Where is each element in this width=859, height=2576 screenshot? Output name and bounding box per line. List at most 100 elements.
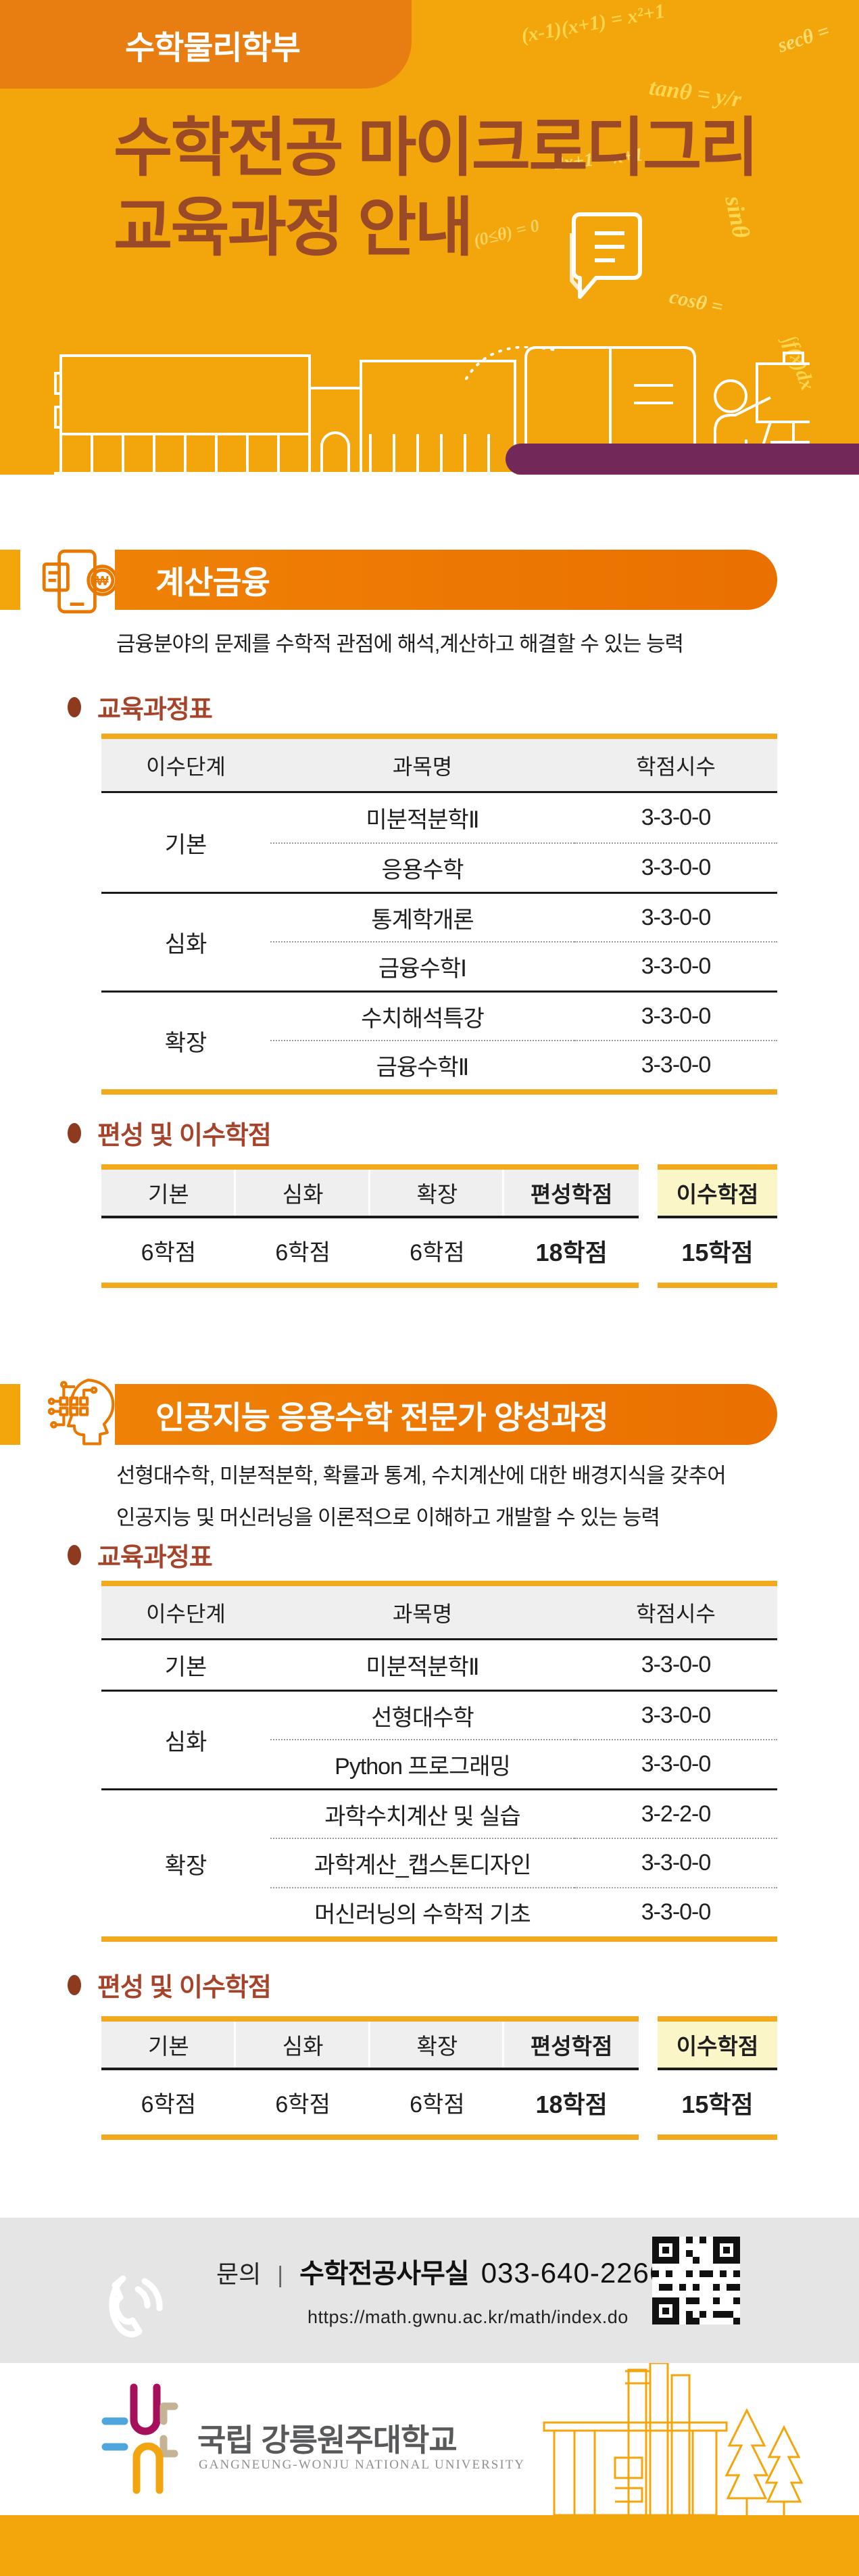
university-logo-icon bbox=[101, 2383, 178, 2494]
section-finance-title: 계산금융 bbox=[155, 565, 270, 600]
course-name: Python 프로그래밍 bbox=[270, 1739, 574, 1788]
label-text: 교육과정표 bbox=[97, 696, 213, 724]
credits-value: 6학점 bbox=[410, 2092, 465, 2118]
description-line: 인공지능 및 머신러닝을 이론적으로 이해하고 개발할 수 있는 능력 bbox=[116, 1506, 660, 1529]
course-credits: 3-2-2-0 bbox=[574, 1788, 777, 1838]
ai-credits-table: 기본 심화 확장 편성학점 6학점 6학점 6학점 18학점 이수학점 15학점 bbox=[101, 2016, 777, 2140]
contact-line: 문의 | 수학전공사무실 033-640-2266 bbox=[216, 2251, 666, 2291]
course-credits: 3-3-0-0 bbox=[641, 805, 712, 830]
speech-bubble-icon bbox=[570, 212, 642, 299]
credits-value: 6학점 bbox=[275, 1240, 330, 1266]
course-name: 금융수학Ⅰ bbox=[270, 941, 574, 991]
department-badge: 수학물리학부 bbox=[0, 0, 412, 89]
course-credits: 3-3-0-0 bbox=[641, 1652, 712, 1677]
ai-course-table: 이수단계 과목명 학점시수 기본 미분적분학Ⅱ 3-3-0-0 심화 선형대수학… bbox=[101, 1581, 777, 1942]
campus-outline-illustration bbox=[543, 2363, 804, 2515]
stage-cell: 심화 bbox=[101, 1690, 270, 1788]
credits-header: 확장 bbox=[370, 2022, 505, 2070]
university-name: 국립 강릉원주대학교 bbox=[197, 2423, 458, 2458]
bullet-icon bbox=[68, 1122, 81, 1143]
course-name: 응용수학 bbox=[270, 842, 574, 892]
course-credits: 3-3-0-0 bbox=[574, 1690, 777, 1739]
curriculum-table-label: 교육과정표 bbox=[68, 688, 213, 725]
course-credits: 3-3-0-0 bbox=[574, 1040, 777, 1089]
credits-table-label: 편성 및 이수학점 bbox=[68, 1966, 272, 2003]
credits-value: 6학점 bbox=[275, 2092, 330, 2118]
credits-value: 6학점 bbox=[141, 1240, 197, 1266]
math-doodle: tanθ = y/r bbox=[647, 74, 743, 113]
section-finance-description: 금융분야의 문제를 수학적 관점에 해석,계산하고 해결할 수 있는 능력 bbox=[116, 623, 684, 665]
credits-header: 기본 bbox=[101, 2022, 236, 2070]
phone-won-icon: ₩ bbox=[42, 549, 118, 614]
stage-cell: 기본 bbox=[164, 832, 207, 858]
completion-value: 15학점 bbox=[681, 2090, 754, 2118]
course-name: 미분적분학Ⅱ bbox=[366, 807, 479, 833]
stage-cell: 기본 bbox=[164, 1654, 207, 1680]
qr-code bbox=[652, 2237, 740, 2324]
math-doodle: secθ = bbox=[775, 19, 833, 57]
section-ai-header: 인공지능 응용수학 전문가 양성과정 bbox=[115, 1384, 777, 1445]
credits-header: 확장 bbox=[370, 1170, 505, 1218]
credits-value: 6학점 bbox=[141, 2092, 197, 2118]
section-ai-title: 인공지능 응용수학 전문가 양성과정 bbox=[155, 1399, 609, 1435]
course-name: 미분적분학Ⅱ bbox=[366, 1654, 479, 1680]
course-name: 선형대수학 bbox=[270, 1690, 574, 1739]
curriculum-table-label: 교육과정표 bbox=[68, 1536, 213, 1573]
course-credits: 3-3-0-0 bbox=[574, 941, 777, 991]
course-name: 과학수치계산 및 실습 bbox=[270, 1788, 574, 1838]
brand-footer: 국립 강릉원주대학교 GANGNEUNG-WONJU NATIONAL UNIV… bbox=[0, 2363, 859, 2515]
page-title-line1: 수학전공 마이크로디그리 bbox=[114, 112, 759, 184]
credits-value: 18학점 bbox=[535, 1238, 608, 1266]
section-tab bbox=[0, 550, 20, 610]
math-doodle: cosθ = bbox=[667, 285, 725, 318]
column-header: 과목명 bbox=[270, 739, 574, 793]
credits-header: 편성학점 bbox=[504, 1170, 639, 1218]
department-badge-label: 수학물리학부 bbox=[125, 30, 301, 66]
credits-value: 18학점 bbox=[535, 2090, 608, 2118]
stage-cell: 심화 bbox=[101, 892, 270, 991]
credits-header: 기본 bbox=[101, 1170, 236, 1218]
label-text: 편성 및 이수학점 bbox=[97, 1122, 272, 1150]
course-name: 금융수학Ⅱ bbox=[270, 1040, 574, 1089]
column-header: 학점시수 bbox=[574, 1586, 777, 1640]
completion-header: 이수학점 bbox=[658, 2022, 777, 2070]
contact-phone-number: 033-640-2266 bbox=[481, 2257, 666, 2289]
label-text: 편성 및 이수학점 bbox=[97, 1974, 272, 2002]
column-header: 이수단계 bbox=[101, 1586, 270, 1640]
description-line: 금융분야의 문제를 수학적 관점에 해석,계산하고 해결할 수 있는 능력 bbox=[116, 632, 684, 656]
label-text: 교육과정표 bbox=[97, 1544, 213, 1572]
course-credits: 3-3-0-0 bbox=[574, 1887, 777, 1936]
contact-label: 문의 bbox=[216, 2260, 262, 2288]
description-line: 선형대수학, 미분적분학, 확률과 통계, 수치계산에 대한 배경지식을 갖추어 bbox=[116, 1464, 727, 1487]
university-name-english: GANGNEUNG-WONJU NATIONAL UNIVERSITY bbox=[199, 2458, 526, 2472]
completion-value: 15학점 bbox=[681, 1238, 754, 1266]
accent-band bbox=[506, 444, 859, 475]
stage-cell: 확장 bbox=[101, 1788, 270, 1936]
page-title-line2: 교육과정 안내 bbox=[114, 192, 474, 264]
credits-header: 심화 bbox=[235, 1170, 370, 1218]
course-credits: 3-3-0-0 bbox=[574, 991, 777, 1040]
phone-call-icon bbox=[109, 2275, 163, 2338]
finance-credits-table: 기본 심화 확장 편성학점 6학점 6학점 6학점 18학점 이수학점 15학점 bbox=[101, 1164, 777, 1288]
section-tab bbox=[0, 1384, 20, 1445]
contact-footer: 문의 | 수학전공사무실 033-640-2266 https://math.g… bbox=[0, 2218, 859, 2363]
course-name: 과학계산_캡스톤디자인 bbox=[270, 1838, 574, 1887]
stage-cell: 확장 bbox=[101, 991, 270, 1089]
column-header: 과목명 bbox=[270, 1586, 574, 1640]
finance-course-table: 이수단계 과목명 학점시수 기본 미분적분학Ⅱ 3-3-0-0 응용수학 3-3… bbox=[101, 734, 777, 1095]
bullet-icon bbox=[68, 1544, 81, 1565]
contact-office: 수학전공사무실 bbox=[299, 2259, 470, 2289]
math-doodle: (x-1)(x+1) = x²+1 bbox=[519, 0, 667, 47]
bottom-accent-band bbox=[0, 2515, 859, 2576]
credits-value: 6학점 bbox=[410, 1240, 465, 1266]
course-name: 통계학개론 bbox=[270, 892, 574, 941]
bullet-icon bbox=[68, 696, 81, 717]
column-header: 학점시수 bbox=[574, 739, 777, 793]
credits-header: 편성학점 bbox=[504, 2022, 639, 2070]
section-ai-description: 선형대수학, 미분적분학, 확률과 통계, 수치계산에 대한 배경지식을 갖추어… bbox=[116, 1455, 727, 1539]
column-header: 이수단계 bbox=[101, 739, 270, 793]
course-credits: 3-3-0-0 bbox=[574, 892, 777, 941]
contact-url: https://math.gwnu.ac.kr/math/index.do bbox=[308, 2307, 629, 2327]
credits-header: 심화 bbox=[235, 2022, 370, 2070]
